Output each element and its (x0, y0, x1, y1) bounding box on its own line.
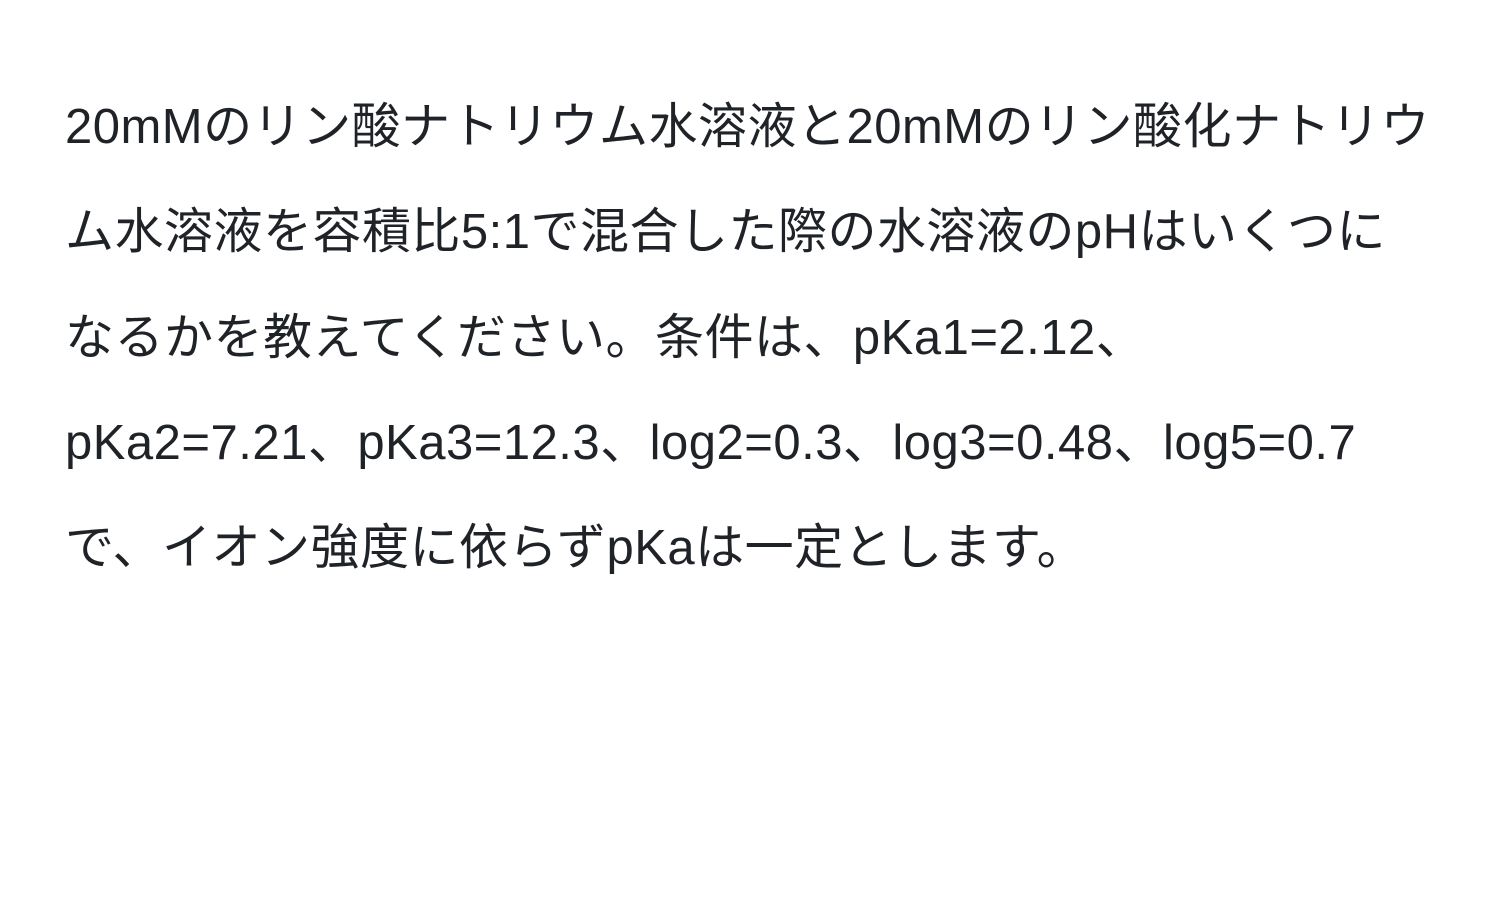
question-paragraph: 20mMのリン酸ナトリウム水溶液と20mMのリン酸化ナトリウム水溶液を容積比5:… (65, 75, 1435, 602)
